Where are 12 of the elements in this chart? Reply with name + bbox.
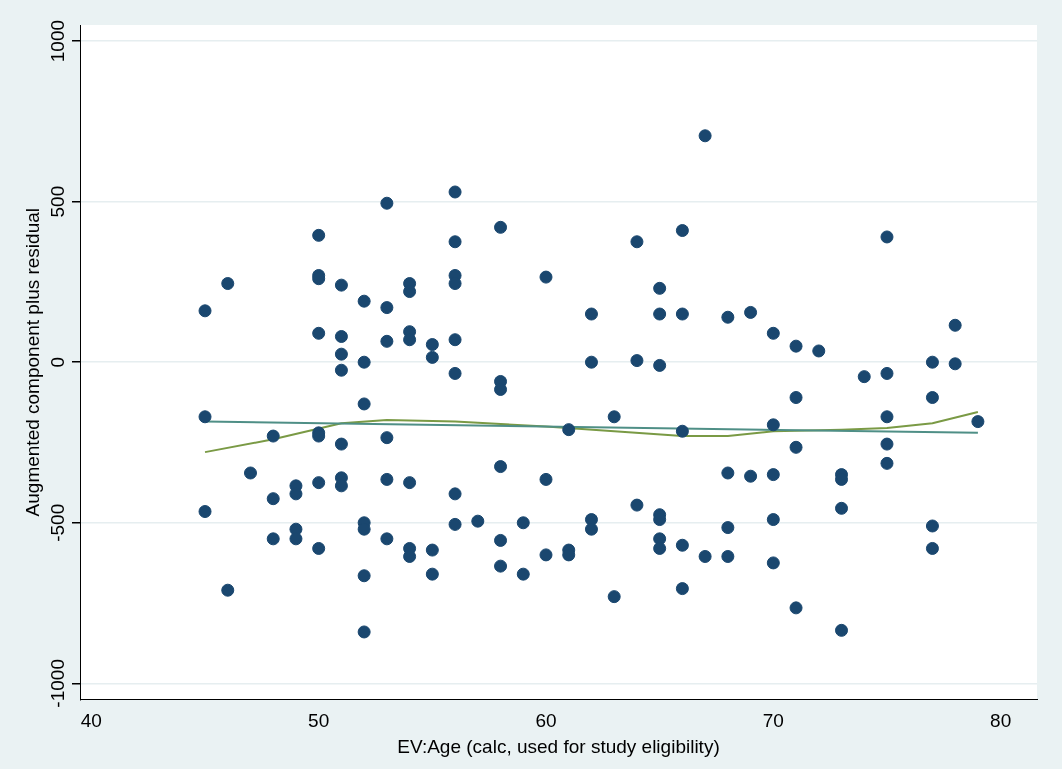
y-tick-label: 1000 xyxy=(46,19,68,63)
x-tick-label: 70 xyxy=(762,710,784,732)
x-tick-label: 50 xyxy=(308,710,330,732)
y-tick-label: -500 xyxy=(46,503,68,542)
y-tick-label: 500 xyxy=(46,185,68,218)
x-tick-label: 40 xyxy=(80,710,102,732)
x-tick-label: 80 xyxy=(990,710,1012,732)
y-tick-label: -1000 xyxy=(46,659,68,708)
x-tick-label: 60 xyxy=(535,710,557,732)
x-axis-title: EV:Age (calc, used for study eligibility) xyxy=(397,735,720,757)
y-axis-title: Augmented component plus residual xyxy=(21,207,43,517)
y-tick-label: 0 xyxy=(46,356,68,368)
